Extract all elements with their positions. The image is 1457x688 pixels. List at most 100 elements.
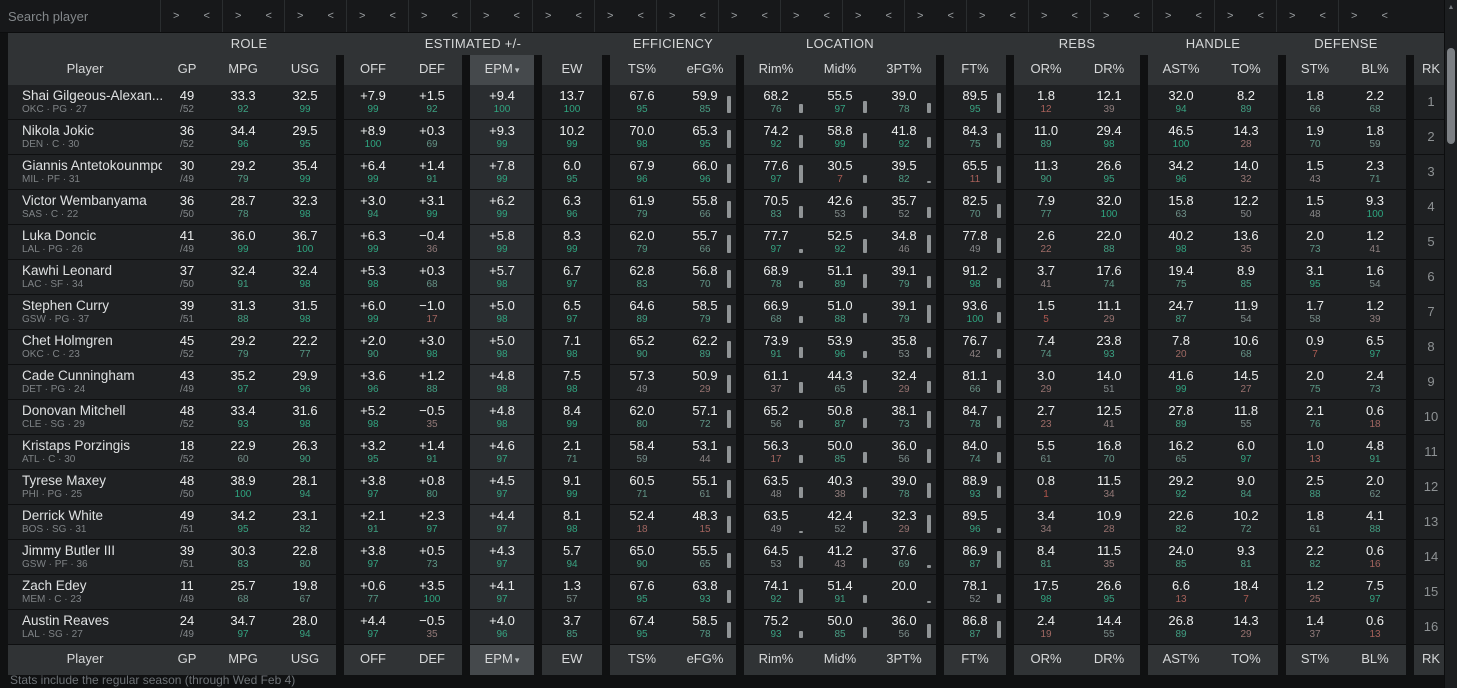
column-header-bl[interactable]: BL% <box>1344 55 1406 85</box>
column-header-def-footer[interactable]: DEF <box>402 645 462 675</box>
shift-right-button[interactable]: > <box>173 10 180 22</box>
player-cell[interactable]: Kristaps Porzingis ATL · C · 30 <box>8 435 162 470</box>
shift-left-button[interactable]: < <box>203 10 210 22</box>
shift-left-button[interactable]: < <box>1381 10 1388 22</box>
shift-right-button[interactable]: > <box>855 10 862 22</box>
player-cell[interactable]: Chet Holmgren OKC · C · 23 <box>8 330 162 365</box>
column-header-ts-footer[interactable]: TS% <box>610 645 674 675</box>
shift-left-button[interactable]: < <box>1133 10 1140 22</box>
column-header-def[interactable]: DEF <box>402 55 462 85</box>
shift-left-button[interactable]: < <box>451 10 458 22</box>
shift-right-button[interactable]: > <box>1041 10 1048 22</box>
player-cell[interactable]: Stephen Curry GSW · PG · 37 <box>8 295 162 330</box>
shift-right-button[interactable]: > <box>979 10 986 22</box>
column-header-orb[interactable]: OR% <box>1014 55 1078 85</box>
column-header-epm[interactable]: EPM ▾ <box>470 55 534 85</box>
player-cell[interactable]: Shai Gilgeous-Alexan... OKC · PG · 27 <box>8 85 162 120</box>
player-cell[interactable]: Zach Edey MEM · C · 23 <box>8 575 162 610</box>
shift-left-button[interactable]: < <box>389 10 396 22</box>
player-cell[interactable]: Derrick White BOS · SG · 31 <box>8 505 162 540</box>
column-header-ew-footer[interactable]: EW <box>542 645 602 675</box>
column-header-efg-footer[interactable]: eFG% <box>674 645 736 675</box>
column-header-player-footer[interactable]: Player <box>8 645 162 675</box>
column-header-drb-footer[interactable]: DR% <box>1078 645 1140 675</box>
player-cell[interactable]: Nikola Jokic DEN · C · 30 <box>8 120 162 155</box>
shift-left-button[interactable]: < <box>1071 10 1078 22</box>
column-header-orb-footer[interactable]: OR% <box>1014 645 1078 675</box>
column-header-rk[interactable]: RK <box>1414 55 1448 85</box>
shift-right-button[interactable]: > <box>545 10 552 22</box>
column-header-ew[interactable]: EW <box>542 55 602 85</box>
column-header-mpg[interactable]: MPG <box>212 55 274 85</box>
column-header-mid[interactable]: Mid% <box>808 55 872 85</box>
shift-right-button[interactable]: > <box>1103 10 1110 22</box>
column-header-p3-footer[interactable]: 3PT% <box>872 645 936 675</box>
column-header-rim[interactable]: Rim% <box>744 55 808 85</box>
shift-right-button[interactable]: > <box>607 10 614 22</box>
column-header-epm-footer[interactable]: EPM ▾ <box>470 645 534 675</box>
player-cell[interactable]: Tyrese Maxey PHI · PG · 25 <box>8 470 162 505</box>
scrollbar-thumb[interactable] <box>1447 48 1455 144</box>
column-header-off[interactable]: OFF <box>344 55 402 85</box>
column-header-efg[interactable]: eFG% <box>674 55 736 85</box>
player-cell[interactable]: Jimmy Butler III GSW · PF · 36 <box>8 540 162 575</box>
shift-right-button[interactable]: > <box>359 10 366 22</box>
shift-right-button[interactable]: > <box>793 10 800 22</box>
player-cell[interactable]: Austin Reaves LAL · SG · 27 <box>8 610 162 645</box>
player-cell[interactable]: Giannis Antetokounmpo MIL · PF · 31 <box>8 155 162 190</box>
column-header-gp[interactable]: GP <box>162 55 212 85</box>
column-header-ast[interactable]: AST% <box>1148 55 1214 85</box>
shift-right-button[interactable]: > <box>297 10 304 22</box>
shift-right-button[interactable]: > <box>1227 10 1234 22</box>
vertical-scrollbar[interactable]: ▲ <box>1444 0 1457 688</box>
column-header-gp-footer[interactable]: GP <box>162 645 212 675</box>
column-header-rk-footer[interactable]: RK <box>1414 645 1448 675</box>
column-header-to[interactable]: TO% <box>1214 55 1278 85</box>
column-header-st-footer[interactable]: ST% <box>1286 645 1344 675</box>
shift-right-button[interactable]: > <box>235 10 242 22</box>
shift-left-button[interactable]: < <box>1009 10 1016 22</box>
column-header-rim-footer[interactable]: Rim% <box>744 645 808 675</box>
column-header-off-footer[interactable]: OFF <box>344 645 402 675</box>
shift-right-button[interactable]: > <box>669 10 676 22</box>
column-header-ft[interactable]: FT% <box>944 55 1006 85</box>
player-cell[interactable]: Luka Doncic LAL · PG · 26 <box>8 225 162 260</box>
shift-left-button[interactable]: < <box>637 10 644 22</box>
search-input[interactable] <box>8 0 160 32</box>
column-header-usg-footer[interactable]: USG <box>274 645 336 675</box>
column-header-usg[interactable]: USG <box>274 55 336 85</box>
column-header-to-footer[interactable]: TO% <box>1214 645 1278 675</box>
shift-left-button[interactable]: < <box>327 10 334 22</box>
player-cell[interactable]: Kawhi Leonard LAC · SF · 34 <box>8 260 162 295</box>
column-header-drb[interactable]: DR% <box>1078 55 1140 85</box>
column-header-p3[interactable]: 3PT% <box>872 55 936 85</box>
shift-right-button[interactable]: > <box>1351 10 1358 22</box>
column-header-mid-footer[interactable]: Mid% <box>808 645 872 675</box>
shift-right-button[interactable]: > <box>1165 10 1172 22</box>
shift-right-button[interactable]: > <box>917 10 924 22</box>
scrollbar-up-icon[interactable]: ▲ <box>1447 3 1455 11</box>
shift-left-button[interactable]: < <box>823 10 830 22</box>
shift-left-button[interactable]: < <box>1195 10 1202 22</box>
player-cell[interactable]: Cade Cunningham DET · PG · 24 <box>8 365 162 400</box>
shift-left-button[interactable]: < <box>761 10 768 22</box>
shift-left-button[interactable]: < <box>1257 10 1264 22</box>
shift-right-button[interactable]: > <box>1289 10 1296 22</box>
shift-left-button[interactable]: < <box>947 10 954 22</box>
column-header-ast-footer[interactable]: AST% <box>1148 645 1214 675</box>
shift-left-button[interactable]: < <box>513 10 520 22</box>
shift-left-button[interactable]: < <box>885 10 892 22</box>
column-header-bl-footer[interactable]: BL% <box>1344 645 1406 675</box>
shift-left-button[interactable]: < <box>1319 10 1326 22</box>
shift-right-button[interactable]: > <box>421 10 428 22</box>
column-header-ts[interactable]: TS% <box>610 55 674 85</box>
shift-left-button[interactable]: < <box>699 10 706 22</box>
shift-left-button[interactable]: < <box>265 10 272 22</box>
player-cell[interactable]: Victor Wembanyama SAS · C · 22 <box>8 190 162 225</box>
shift-right-button[interactable]: > <box>483 10 490 22</box>
column-header-player[interactable]: Player <box>8 55 162 85</box>
column-header-mpg-footer[interactable]: MPG <box>212 645 274 675</box>
column-header-st[interactable]: ST% <box>1286 55 1344 85</box>
shift-left-button[interactable]: < <box>575 10 582 22</box>
shift-right-button[interactable]: > <box>731 10 738 22</box>
